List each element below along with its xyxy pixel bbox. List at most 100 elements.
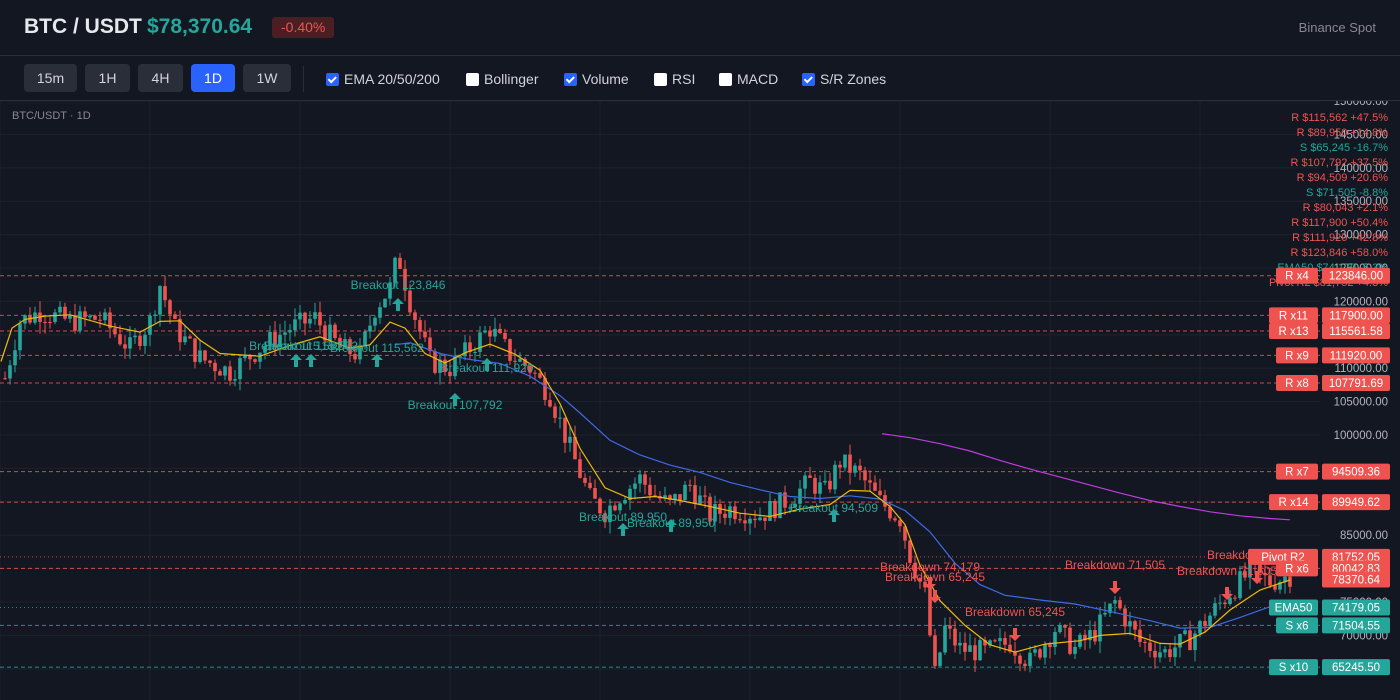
candle-body bbox=[533, 372, 537, 374]
ema-checkbox[interactable] bbox=[326, 72, 339, 86]
candle-body bbox=[683, 484, 687, 501]
volume-checkbox[interactable] bbox=[564, 72, 577, 86]
candle-body bbox=[1168, 649, 1172, 658]
breakdown-label: Breakdown 74,179 bbox=[880, 560, 980, 574]
rsi-toggle[interactable]: RSI bbox=[654, 70, 695, 88]
candle-body bbox=[623, 500, 627, 504]
zone-list-item: R $107,792 +37.5% bbox=[1290, 157, 1388, 169]
candle-body bbox=[943, 625, 947, 653]
candle-body bbox=[808, 475, 812, 478]
candle-body bbox=[323, 325, 327, 341]
timeframe-15m-button[interactable]: 15m bbox=[24, 64, 77, 92]
breakout-label: Breakout 94,509 bbox=[790, 501, 878, 515]
candle-body bbox=[938, 652, 942, 666]
candle-body bbox=[468, 342, 472, 353]
candle-body bbox=[903, 526, 907, 541]
candle-body bbox=[233, 379, 237, 381]
candle-body bbox=[298, 312, 302, 320]
candle-body bbox=[833, 464, 837, 490]
level-tag-box bbox=[1276, 374, 1318, 391]
level-tag-box bbox=[1276, 560, 1318, 577]
breakdown-arrow-icon bbox=[1251, 571, 1263, 584]
candle-body bbox=[818, 482, 822, 494]
y-axis-tick-label: 100000.00 bbox=[1334, 430, 1388, 442]
candle-body bbox=[1203, 621, 1207, 627]
y-axis-tick-label: 150000.00 bbox=[1334, 101, 1388, 108]
candle-body bbox=[358, 345, 362, 360]
candle-body bbox=[733, 506, 737, 520]
candle-body bbox=[473, 351, 477, 353]
price-chart[interactable]: Breakout 123,846 Breakout 115,562 Breakout… bbox=[0, 101, 1400, 700]
level-value: 78370.64 bbox=[1332, 574, 1381, 586]
candle-body bbox=[578, 459, 582, 478]
candle-body bbox=[388, 282, 392, 299]
candle-body bbox=[1248, 560, 1252, 578]
timeframe-1w-button[interactable]: 1W bbox=[243, 64, 291, 92]
timeframe-1h-button[interactable]: 1H bbox=[85, 64, 130, 92]
candle-body bbox=[863, 470, 867, 481]
level-value: 123846.00 bbox=[1329, 271, 1383, 283]
volume-toggle[interactable]: Volume bbox=[564, 70, 629, 88]
candle-body bbox=[793, 503, 797, 508]
candle-body bbox=[973, 645, 977, 661]
candle-body bbox=[598, 498, 602, 514]
candle-body bbox=[263, 346, 267, 353]
candle-body bbox=[383, 298, 387, 308]
sr-zones-checkbox[interactable] bbox=[802, 72, 815, 86]
candle-body bbox=[418, 320, 422, 332]
level-value-box bbox=[1322, 307, 1390, 324]
candle-body bbox=[308, 318, 312, 324]
candle-body bbox=[1033, 649, 1037, 653]
sr-zones-toggle[interactable]: S/R Zones bbox=[802, 70, 886, 88]
level-tag-box bbox=[1269, 307, 1318, 324]
candle-body bbox=[1188, 630, 1192, 651]
candle-body bbox=[153, 314, 157, 316]
y-axis-tick-label: 105000.00 bbox=[1334, 397, 1388, 409]
breakout-label: Breakout 111,920 bbox=[441, 361, 534, 375]
level-tag: S x6 bbox=[1285, 620, 1308, 632]
candle-body bbox=[1218, 602, 1222, 604]
level-tag: R x14 bbox=[1278, 497, 1309, 509]
candle-body bbox=[238, 358, 242, 380]
candle-body bbox=[873, 482, 877, 491]
rsi-checkbox[interactable] bbox=[654, 72, 667, 86]
candle-body bbox=[368, 325, 372, 332]
macd-checkbox[interactable] bbox=[719, 72, 732, 86]
candle-body bbox=[88, 315, 92, 318]
candle-body bbox=[853, 465, 857, 473]
candle-body bbox=[968, 645, 972, 652]
candle-body bbox=[1133, 621, 1137, 630]
bollinger-toggle[interactable]: Bollinger bbox=[466, 70, 538, 88]
timeframe-4h-button[interactable]: 4H bbox=[138, 64, 183, 92]
candle-body bbox=[1043, 644, 1047, 658]
candle-body bbox=[653, 495, 657, 497]
bollinger-checkbox[interactable] bbox=[466, 72, 479, 86]
candle-body bbox=[503, 332, 507, 340]
timeframe-1d-button[interactable]: 1D bbox=[191, 64, 235, 92]
candle-body bbox=[568, 436, 572, 443]
candle-body bbox=[498, 328, 502, 333]
zone-list-item: R $80,043 +2.1% bbox=[1303, 202, 1389, 214]
y-axis-tick-label: 85000.00 bbox=[1340, 530, 1388, 542]
candle-body bbox=[1083, 634, 1087, 641]
candle-body bbox=[343, 339, 347, 348]
candle-body bbox=[743, 520, 747, 524]
breakdown-arrow-icon bbox=[929, 590, 941, 603]
candle-body bbox=[128, 337, 132, 349]
candle-body bbox=[1238, 571, 1242, 599]
candle-body bbox=[363, 331, 367, 346]
candle-body bbox=[483, 330, 487, 333]
candle-body bbox=[373, 317, 377, 326]
candle-body bbox=[753, 518, 757, 521]
candle-body bbox=[213, 362, 217, 372]
candle-body bbox=[1138, 629, 1142, 642]
candle-body bbox=[313, 312, 317, 319]
macd-toggle[interactable]: MACD bbox=[719, 70, 778, 88]
ema-toggle[interactable]: EMA 20/50/200 bbox=[326, 70, 440, 88]
y-axis-tick-label: 70000.00 bbox=[1340, 630, 1388, 642]
candle-body bbox=[788, 507, 792, 509]
candle-body bbox=[1228, 597, 1232, 605]
last-price: $78,370.64 bbox=[147, 15, 253, 38]
candle-body bbox=[278, 334, 282, 348]
